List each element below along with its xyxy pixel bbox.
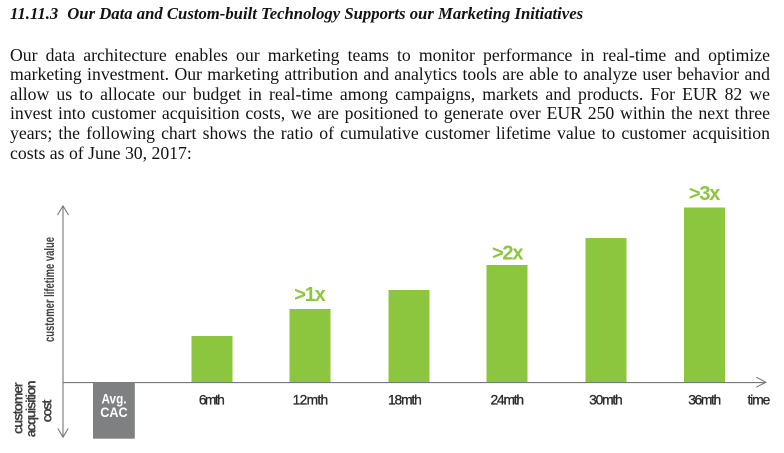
svg-text:time: time: [747, 393, 770, 408]
svg-text:acquisition: acquisition: [24, 380, 39, 437]
svg-text:>3x: >3x: [689, 183, 721, 205]
svg-text:customer: customer: [11, 381, 26, 434]
svg-text:>1x: >1x: [294, 284, 326, 306]
svg-text:12mth: 12mth: [293, 393, 329, 408]
svg-text:CAC: CAC: [100, 405, 128, 420]
svg-text:cost: cost: [40, 399, 55, 423]
svg-text:18mth: 18mth: [388, 393, 422, 408]
svg-text:6mth: 6mth: [199, 393, 225, 408]
svg-text:30mth: 30mth: [589, 393, 623, 408]
svg-text:Avg.: Avg.: [102, 391, 127, 406]
svg-text:>2x: >2x: [492, 242, 524, 264]
svg-text:customer lifetime value: customer lifetime value: [42, 237, 57, 342]
svg-text:36mth: 36mth: [688, 393, 721, 408]
svg-text:24mth: 24mth: [491, 393, 525, 408]
